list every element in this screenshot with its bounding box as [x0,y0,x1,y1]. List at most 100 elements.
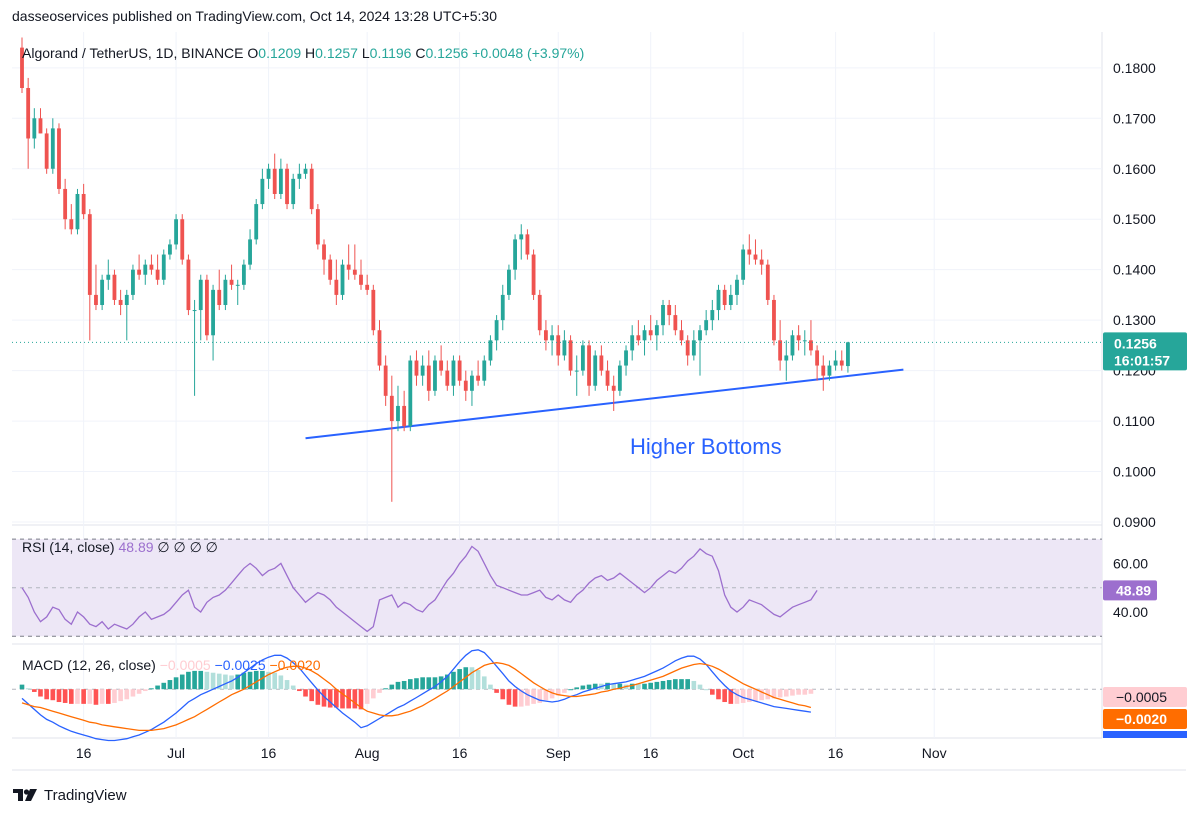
macd-histogram-bar [44,689,49,700]
candle-body [26,88,31,139]
candle-body [827,365,832,376]
macd-histogram-bar [420,677,425,690]
rsi-value-label: 48.89 [1116,582,1151,598]
macd-histogram-bar [525,689,530,706]
last-price-label: 0.1256 [1114,335,1157,351]
candle-body [198,279,203,311]
macd-histogram-bar [235,674,241,690]
macd-histogram-bar [642,683,647,690]
candle-body [636,335,641,341]
macd-histogram-bar [25,688,31,690]
macd-histogram-bar [173,677,179,690]
candle-body [451,360,456,386]
candle-body [556,335,561,356]
time-tick-label: 16 [828,745,844,761]
candle-body [20,47,24,89]
time-tick-label: 16 [452,745,468,761]
macd-histogram-bar [580,685,586,690]
legend-text: Algorand / TetherUS, 1D, BINANCE O0.1209… [22,45,782,673]
macd-histogram-bar [740,689,746,703]
candle-body [32,118,37,139]
macd-histogram-bar [327,689,333,708]
macd-histogram-bar [494,689,499,693]
rsi-value: 48.89 [118,539,157,555]
macd-histogram-bar [62,689,68,703]
candle-body [673,315,678,331]
macd-histogram-bar [734,689,740,704]
candle-body [476,375,481,381]
candle-body [297,173,302,179]
macd-histogram-bar [555,689,561,696]
macd-histogram-bar [389,684,395,690]
candle-body [365,284,370,290]
macd-histogram-bar [266,671,271,690]
candle-body [303,168,308,174]
macd-histogram-bar [352,689,358,709]
candle-body [846,342,850,367]
macd-histogram-bar [315,689,321,705]
price-tick-label: 0.0900 [1113,514,1156,530]
macd-histogram-bar [629,683,635,690]
macd-histogram-bar [790,689,795,696]
candle-body [63,188,68,220]
candle-body [340,264,345,295]
time-tick-label: 16 [643,745,659,761]
candle-body [352,269,357,275]
candle-body [550,335,554,341]
macd-histogram-bar [444,674,450,690]
macd-histogram-bar [617,683,623,690]
candle-body [765,264,770,300]
time-tick-label: Nov [922,745,947,761]
macd-histogram-bar [75,689,80,704]
candle-body [94,294,98,306]
macd-histogram-bar [648,682,654,690]
price-tick-label: 0.1400 [1113,262,1156,278]
candle-body [426,365,431,391]
candle-body [414,360,419,376]
candle-body [685,340,690,356]
candle-body [291,178,296,205]
candle-body [278,168,283,194]
macd-histogram-bar [518,689,524,707]
macd-histogram-bar [500,689,506,700]
macd-histogram-bar [783,689,789,697]
macd-histogram-bar [574,687,580,690]
candle-body [587,345,591,386]
trendline-layer [305,368,904,440]
macd-histogram-bar [334,689,339,708]
macd-histogram-bar [253,670,259,690]
candle-body [433,360,437,391]
candle-body [50,128,55,169]
candle-body [445,370,450,386]
macd-histogram-bar [161,682,167,690]
symbol-title: Algorand / TetherUS, 1D, BINANCE O0.1209… [22,45,584,61]
candle-body [562,340,567,356]
candle-body [667,305,672,316]
candles [12,37,1102,502]
macd-histogram-bar [309,689,315,702]
candle-body [309,168,314,210]
candle-body [519,234,524,240]
candle-body [161,254,166,280]
last-price-label-bg [1103,332,1187,371]
candle-body [630,335,635,351]
candle-body [389,395,394,422]
candle-body [334,279,339,295]
macd-value-label-bg [1103,731,1187,738]
macd-histogram-bar [38,689,43,697]
time-tick-label: Jul [167,745,185,761]
macd-histogram-bar [81,689,86,704]
close-label: C [415,45,425,61]
candle-body [507,269,511,295]
rsi-tick-label: 60.00 [1113,555,1148,571]
candle-body [229,279,234,285]
macd-histogram-bar [377,689,382,693]
candle-body [81,193,86,215]
rsi-band [12,538,1102,637]
candle-body [457,360,462,381]
candle-body [741,249,746,280]
macd-histogram-bar [364,689,370,704]
candle-body [124,294,129,306]
candle-body [753,254,758,260]
